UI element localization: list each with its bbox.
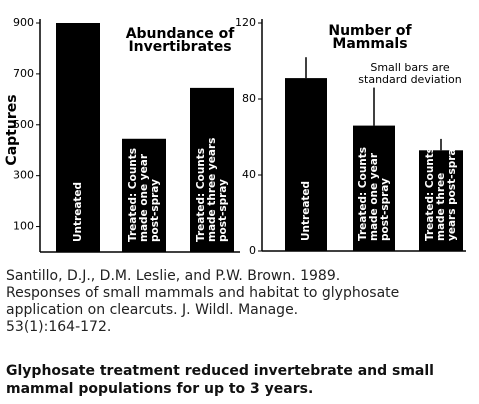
citation-line: Responses of small mammals and habitat t… [6,285,400,301]
caption-line: mammal populations for up to 3 years. [6,381,314,397]
bar-label: made three [435,173,447,241]
annotation: standard deviation [358,73,461,86]
y-tick-label: 0 [249,244,256,257]
bar-label: Treated: Counts [127,148,139,242]
citation-line: application on clearcuts. J. Wildl. Mana… [6,302,299,318]
bar-label: post-spray [379,178,391,241]
bar-label: years post-spray [446,142,458,241]
y-tick-label: 100 [13,220,34,233]
chart-title: Mammals [332,36,407,52]
bar-label: Untreated [72,182,84,242]
bar-label: Treated: Counts [195,148,207,242]
y-tick-label: 500 [13,118,34,131]
bar [190,87,234,252]
bar [419,150,463,251]
citation-line: 53(1):164-172. [6,319,112,335]
bar-label: made one year [368,152,380,241]
y-axis-label: Captures [4,94,20,165]
chart-title: Abundance of [126,26,236,42]
chart-title: Number of [328,23,412,39]
bar-label: Treated: Counts [357,147,369,241]
bar-label: post-spray [217,179,229,242]
y-tick-label: 700 [13,67,34,80]
chart-title: Invertibrates [128,39,231,55]
y-tick-label: 80 [242,92,256,105]
bar-label: Treated: Counts [424,147,436,241]
y-tick-label: 300 [13,169,34,182]
citation: Santillo, D.J., D.M. Leslie, and P.W. Br… [6,268,399,336]
bar [56,23,100,252]
annotation: Small bars are [370,61,450,74]
y-tick-label: 120 [235,16,256,29]
y-tick-label: 900 [13,16,34,29]
caption-line: Glyphosate treatment reduced invertebrat… [6,363,434,379]
bar [285,78,327,251]
chart: 100 300 500 700 900 Abundance ofInvertibrates… [4,16,466,257]
bar-label: made one year [138,153,150,242]
bar-label: made three years [206,138,218,242]
citation-line: Santillo, D.J., D.M. Leslie, and P.W. Br… [6,268,341,284]
bar-label: Untreated [300,181,312,241]
bar-label: post-spray [149,179,161,242]
bar [353,125,395,251]
y-tick-label: 40 [242,168,256,181]
bar [122,138,166,252]
caption: Glyphosate treatment reduced invertebrat… [6,362,434,398]
